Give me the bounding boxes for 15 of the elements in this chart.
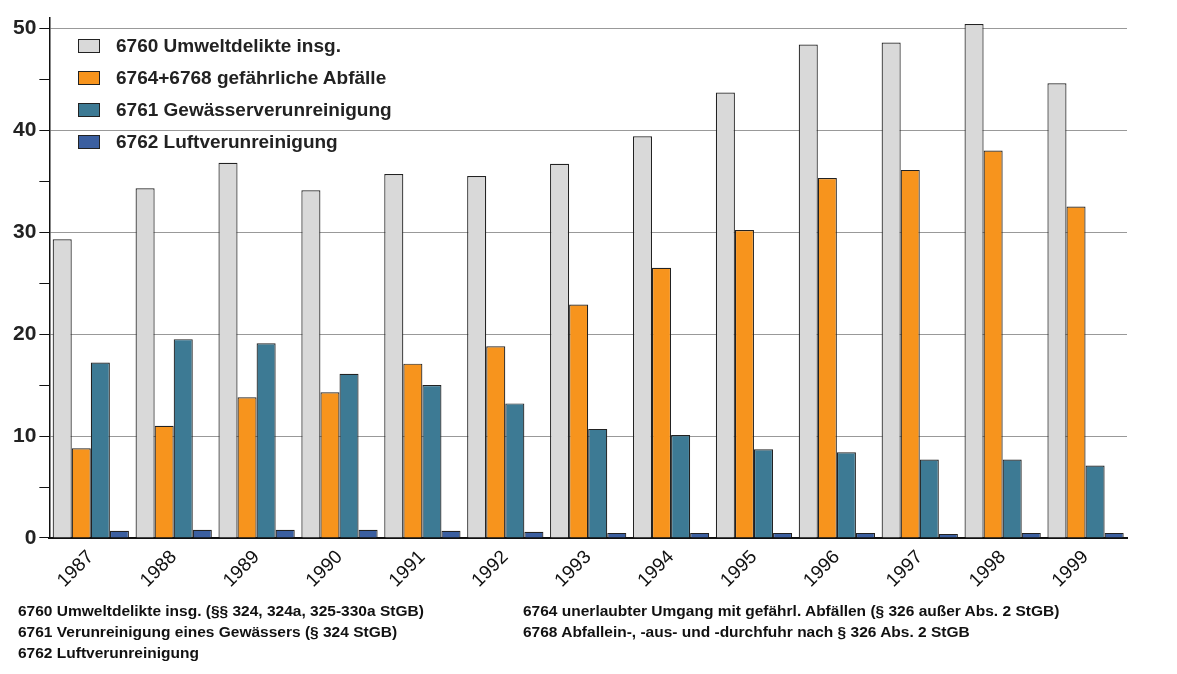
text: 6764 unerlaubter Umgang mit gefährl. Abfällen (§ 326 außer Abs. 2 StGB) bbox=[523, 601, 1061, 621]
legend-label: 6761 Gewässerverunreinigung bbox=[116, 99, 392, 121]
legend-label: 6762 Luftverunreinigung bbox=[116, 131, 338, 153]
y-tick-label: 20 bbox=[13, 320, 37, 344]
text: 6761 Verunreinigung eines Gewässers (§ 324 StGB) bbox=[18, 622, 399, 642]
legend-label: 6760 Umweltdelikte insg. bbox=[116, 35, 341, 57]
text: 6760 Umweltdelikte insg. (§§ 324, 324a, 325-330a StGB) bbox=[18, 601, 425, 621]
y-tick-label: 40 bbox=[13, 116, 37, 140]
text: 6762 Luftverunreinigung bbox=[18, 643, 200, 663]
y-tick-label: 30 bbox=[13, 218, 37, 242]
y-tick-label: 0 bbox=[24, 524, 37, 548]
text: 6768 Abfallein-, -aus- und -durchfuhr nach § 326 Abs. 2 StGB bbox=[523, 622, 971, 642]
legend-label: 6764+6768 gefährliche Abfälle bbox=[116, 67, 387, 89]
y-tick-label: 10 bbox=[13, 422, 37, 446]
y-tick-label: 50 bbox=[13, 14, 37, 38]
